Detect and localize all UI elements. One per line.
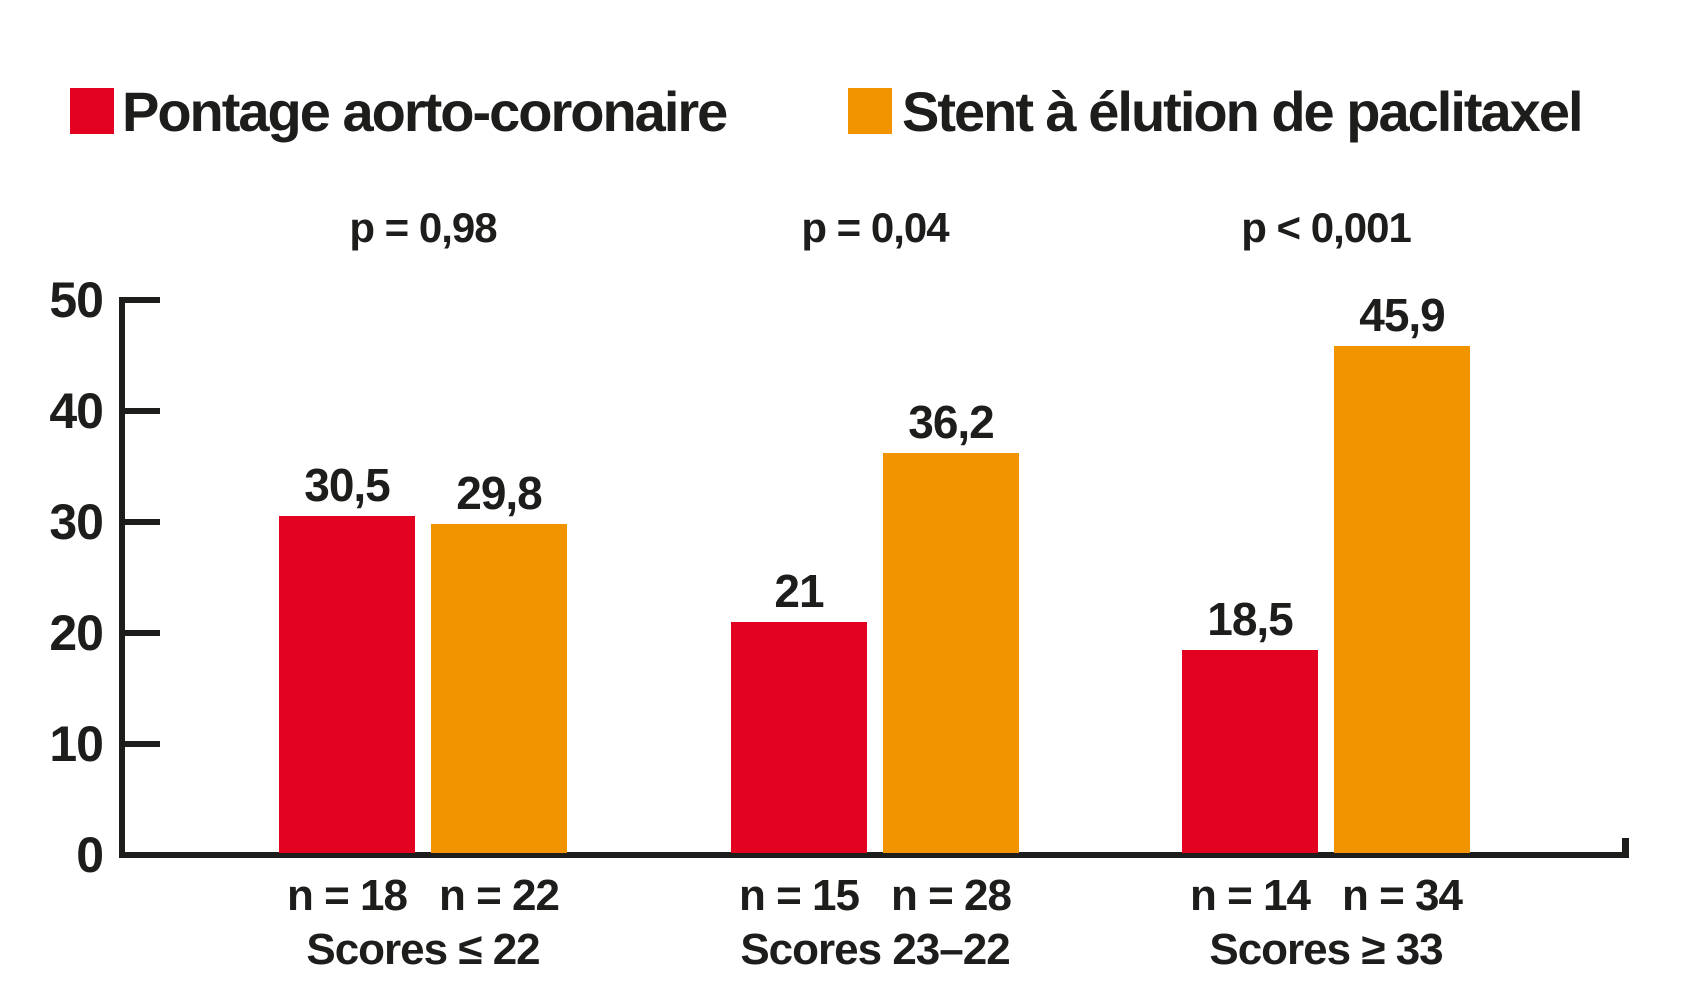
bar-value-label: 45,9 (1359, 288, 1446, 341)
bar-value-label: 36,2 (908, 396, 995, 449)
bar-pontage-2 (731, 621, 867, 853)
y-tick (122, 519, 160, 525)
bar-value-label: 21 (774, 564, 824, 617)
category-label: Scores ≤ 22 (306, 925, 540, 974)
bar-value-label: 29,8 (456, 467, 543, 520)
bar-n-label: n = 34 (1342, 871, 1463, 920)
x-axis (119, 852, 1629, 858)
p-value-label: p = 0,98 (349, 204, 497, 251)
y-tick-label: 0 (76, 827, 104, 883)
category-label: Scores 23–22 (740, 925, 1010, 974)
y-tick-label: 50 (49, 272, 104, 328)
bar-pontage-1 (279, 516, 415, 853)
bar-n-label: n = 28 (891, 871, 1012, 920)
bar-value-label: 30,5 (304, 459, 391, 512)
bar-n-label: n = 14 (1190, 871, 1311, 920)
y-tick (122, 297, 160, 303)
bar-stent-2 (883, 453, 1019, 853)
bar-pontage-3 (1182, 649, 1318, 853)
y-tick-label: 40 (49, 383, 104, 439)
y-tick (122, 408, 160, 414)
y-tick-label: 30 (49, 494, 104, 550)
p-value-label: p < 0,001 (1241, 204, 1412, 251)
y-tick (122, 741, 160, 747)
legend-swatch-pontage (70, 88, 114, 134)
y-tick-label: 20 (49, 605, 104, 661)
p-value-label: p = 0,04 (801, 204, 949, 251)
bar-value-label: 18,5 (1207, 592, 1294, 645)
y-axis (119, 297, 125, 858)
legend-swatch-stent (848, 88, 892, 134)
x-axis-end-tick (1622, 838, 1629, 855)
legend-label-pontage: Pontage aorto-coronaire (122, 80, 728, 143)
bar-stent-3 (1334, 345, 1470, 853)
bar-stent-1 (431, 524, 567, 853)
y-tick-label: 10 (49, 716, 104, 772)
bar-n-label: n = 18 (287, 871, 408, 920)
category-label: Scores ≥ 33 (1209, 925, 1443, 974)
bar-n-label: n = 15 (739, 871, 860, 920)
bar-n-label: n = 22 (439, 871, 560, 920)
y-tick (122, 630, 160, 636)
legend-label-stent: Stent à élution de paclitaxel (902, 80, 1584, 143)
